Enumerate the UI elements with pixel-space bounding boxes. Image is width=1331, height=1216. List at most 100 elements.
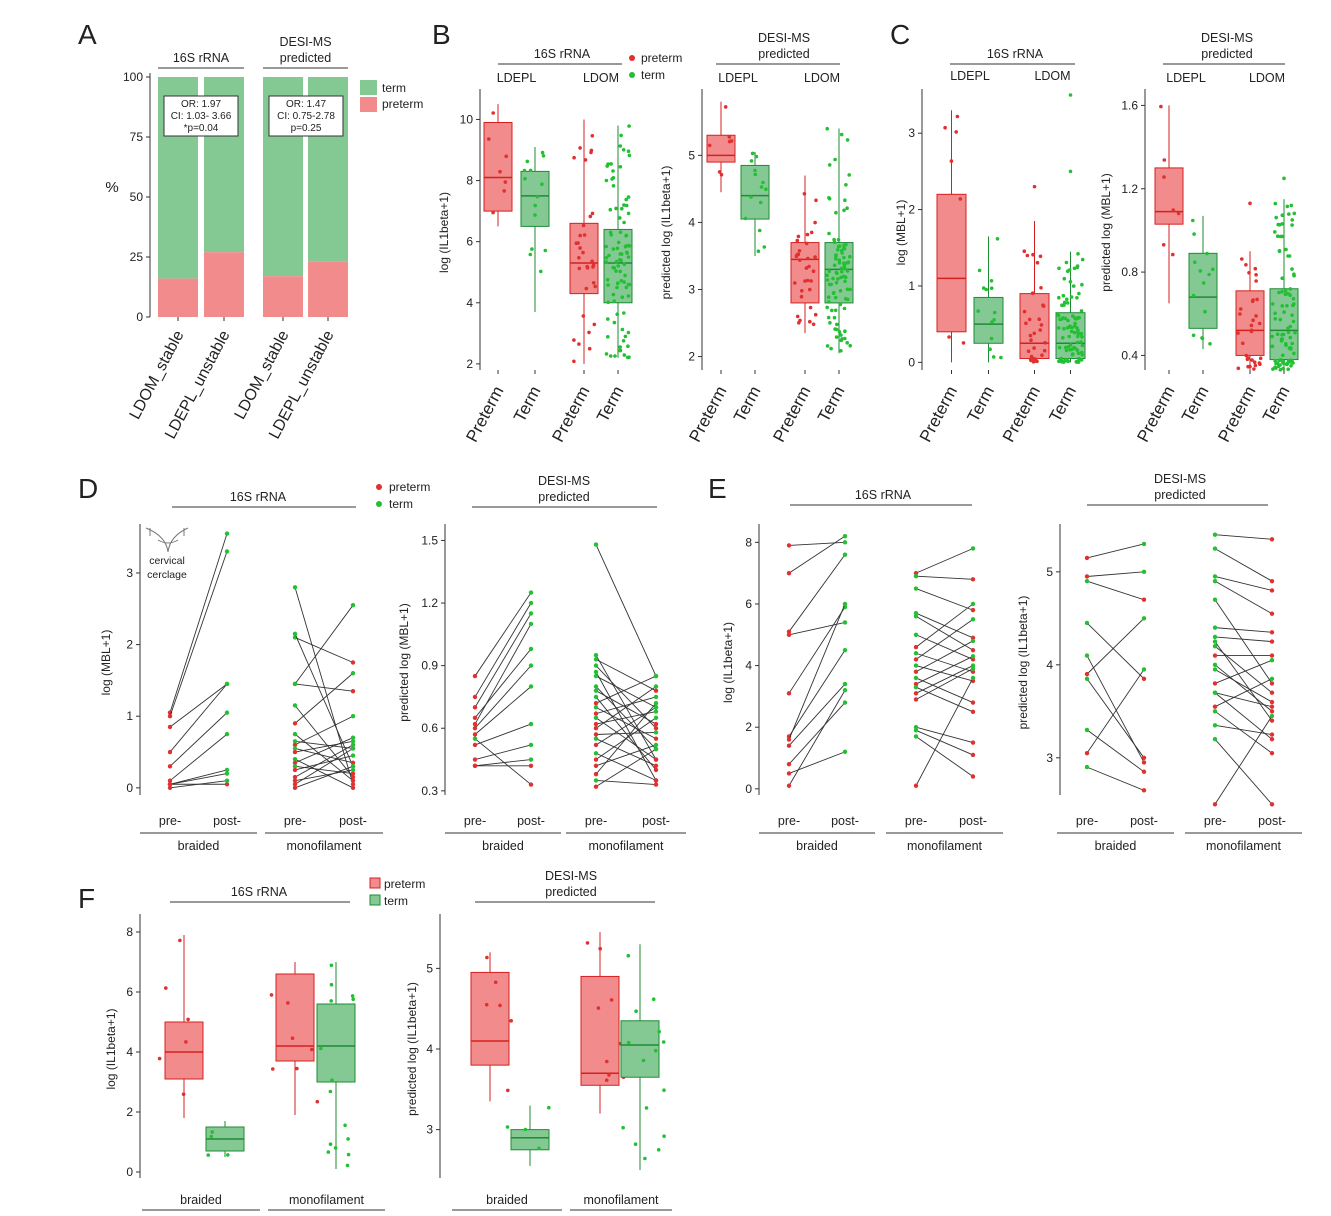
panel-b-right-point [842,243,846,248]
panel-b-left-point [624,285,629,290]
panel-b-left-point [593,284,597,289]
panel-d-right-post-point [653,757,659,762]
panel-e-left-pair-line [915,668,974,700]
panel-b-right-point [848,343,852,348]
panel-c-left-point [1077,291,1081,296]
panel-e-right-post-point [1269,802,1275,807]
panel-e-right-pair-line [1214,534,1273,540]
panel-c-left-point [992,318,996,322]
panel-c-right-point [1239,307,1243,311]
panel-b-right-point [757,228,762,233]
panel-b-left-point [525,159,530,164]
panel-d-left-pair-line [294,740,354,749]
panel-d-left-pre-point [292,760,298,765]
panel-d-right-post-point [653,767,659,773]
panel-f-right-point [626,1040,631,1045]
panel-b-left-point [614,259,619,264]
panel-e-right-pair-line [1214,627,1273,633]
panel-f-right-box [470,971,510,1066]
panel-b-group-label: DESI-MS [758,31,810,45]
panel-d-right-pre-point [593,784,599,789]
panel-e-right-post-point [1141,755,1147,761]
panel-c-group-label: 16S rRNA [987,47,1044,61]
panel-e-right-pre-point [1212,709,1218,714]
panel-f-right-point [523,1127,528,1132]
panel-c-left-point [1069,329,1074,334]
panel-e-left-pre-point [913,657,919,662]
panel-b-left-point [622,280,626,284]
panel-b-right-point [825,278,830,282]
panel-b-left-point [543,248,548,253]
panel-d-left-pre-point [167,778,173,783]
panel-b-right-point [832,240,837,244]
panel-c-right-point [1280,304,1284,308]
panel-c-left-point [1022,309,1027,314]
panel-d-left-post-point [224,531,230,536]
panel-b-right-point [749,159,754,163]
panel-e-left-pair-line [915,575,974,580]
panel-d-right-bottom-group-label: monofilament [588,839,664,853]
panel-e-right-post-point [1141,788,1147,793]
panel-f-left-point [350,994,355,998]
panel-b-left-point [504,154,509,159]
panel-c-left-point [999,355,1003,360]
panel-b-right-point [840,270,844,274]
panel-c-right-point [1275,332,1280,337]
panel-e-right-pair-line [1086,622,1145,680]
panel-c-right-point [1247,271,1251,275]
panel-e-right-pre-point [1212,681,1218,686]
panel-a-legend-swatch-term [360,80,377,95]
panel-c-right-point [1171,252,1175,257]
panel-b-left-ytick-label: 10 [460,112,474,126]
panel-e-left-pair-line [788,603,846,740]
panel-d-left-pair-line [294,587,354,785]
panel-b-right-point [764,187,768,191]
panel-c-right-ytick-label: 1.2 [1121,182,1138,196]
panel-c-right-point [1236,331,1240,335]
panel-e-left-pre-point [913,675,919,681]
panel-e-left-post-point [842,749,848,755]
panel-f-legend-preterm: preterm [384,877,425,891]
panel-d-right-pre-point [593,771,599,777]
panel-f-right-point [662,1134,666,1138]
panel-c-right-point [1241,341,1245,346]
panel-e-right-post-point [1269,676,1275,681]
panel-c-left-point [1039,323,1044,327]
panel-c-left-point [1076,328,1080,333]
panel-b-left-point [606,162,610,166]
panel-c-left-point [1077,356,1081,361]
panel-c-right-point [1281,353,1285,358]
panel-c-right-ytick-label: 1.6 [1121,98,1138,112]
panel-e-left-xtick-label: post- [959,814,987,828]
panel-b-left-point [578,233,582,238]
panel-c-right-point [1285,361,1290,366]
panel-b-left-point [622,262,627,267]
panel-d-left-pair-line [294,705,354,778]
panel-b-right-point [827,231,831,236]
panel-e-left-pair-line [915,640,974,673]
panel-f-left-point [209,1134,214,1139]
panel-b-right-point [743,216,748,221]
panel-e-right-pre-point [1212,667,1218,672]
panel-c-right-point [1277,290,1281,295]
panel-b-left-point [611,169,615,173]
panel-d-right-post-point [528,646,534,652]
panel-d-right-post-point [653,778,659,783]
panel-b-right-point [750,151,755,156]
panel-e-left-pre-point [913,669,919,674]
panel-c-group-label: DESI-MS [1201,31,1253,45]
panel-f-left-point [206,1153,210,1157]
panel-e-left-post-point [970,752,976,758]
panel-c-left-point [1035,260,1040,265]
panel-b-left-point [611,176,616,180]
panel-d-right-pair-line [595,744,657,767]
panel-e-right-pair-line [1214,580,1273,615]
panel-c-left-point [1071,352,1075,356]
panel-c-right-point [1201,281,1206,285]
panel-d-left-post-point [350,760,356,765]
panel-c-left-point [989,279,994,283]
panel-f-right-point [605,1059,609,1064]
panel-d-right-xtick-label: post- [517,814,545,828]
panel-b-left-ytick-label: 2 [466,357,473,371]
panel-e-right-post-point [1269,704,1275,709]
